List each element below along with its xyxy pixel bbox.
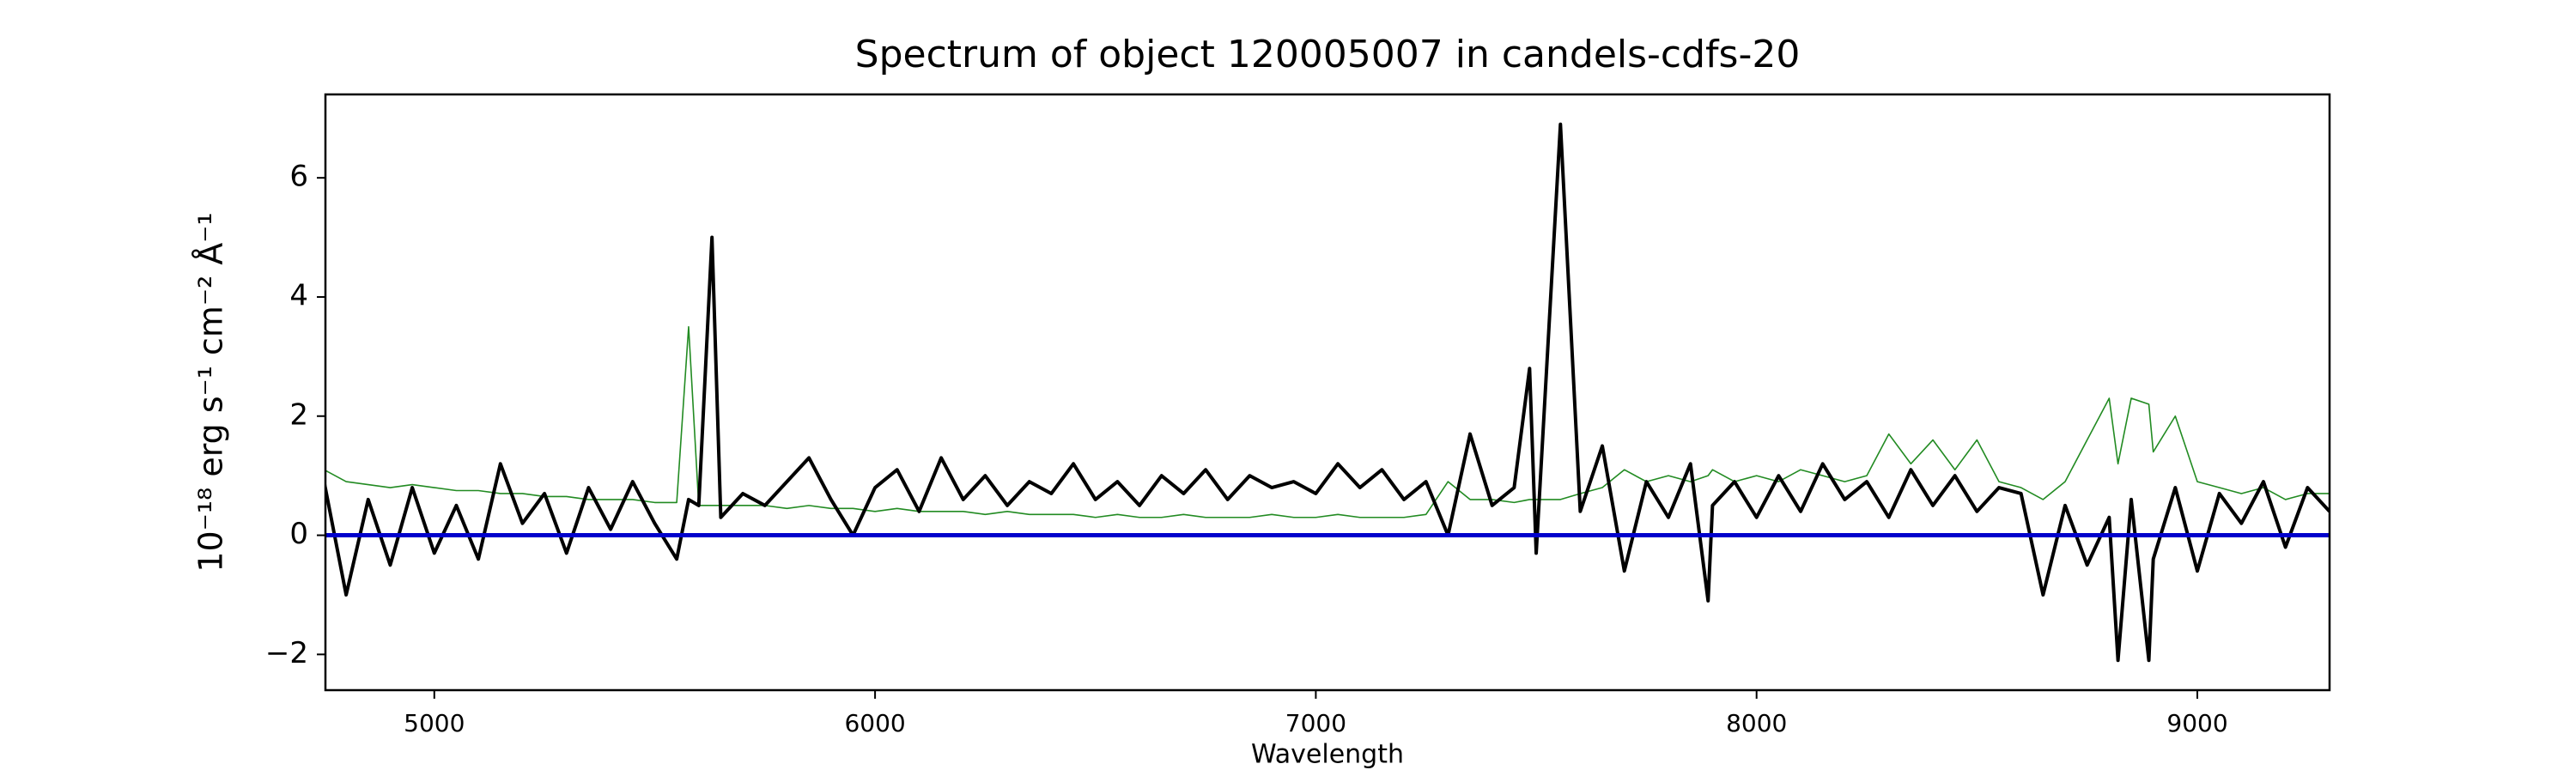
x-tick-label: 6000 [844, 709, 905, 737]
y-tick-label: 4 [289, 278, 308, 312]
chart-title: Spectrum of object 120005007 in candels-… [855, 33, 1801, 76]
x-tick-label: 5000 [404, 709, 465, 737]
y-axis-label: 10⁻¹⁸ erg s⁻¹ cm⁻² Å⁻¹ [192, 212, 230, 572]
spectrum-line [325, 122, 2330, 663]
plot-frame [324, 93, 2331, 692]
x-tick-label: 7000 [1285, 709, 1346, 737]
y-tick-label: −2 [265, 636, 308, 670]
y-tick-label: 6 [289, 160, 308, 194]
x-tick-label: 9000 [2166, 709, 2227, 737]
x-axis-label: Wavelength [1251, 740, 1404, 770]
plot-area [325, 122, 2330, 663]
spectrum-line [325, 325, 2330, 518]
y-tick-label: 2 [289, 397, 308, 432]
x-tick-label: 8000 [1726, 709, 1787, 737]
y-tick-label: 0 [289, 517, 308, 551]
